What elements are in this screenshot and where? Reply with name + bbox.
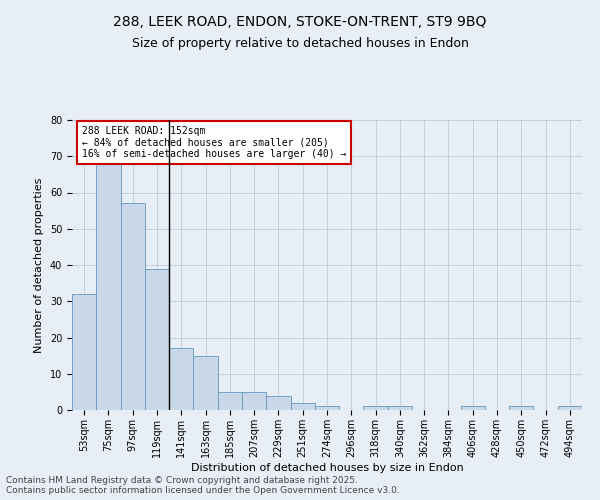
Bar xyxy=(193,356,218,410)
Bar xyxy=(509,406,533,410)
Bar xyxy=(72,294,96,410)
Bar xyxy=(218,392,242,410)
Bar xyxy=(121,204,145,410)
Bar xyxy=(461,406,485,410)
Bar xyxy=(315,406,339,410)
Y-axis label: Number of detached properties: Number of detached properties xyxy=(34,178,44,352)
Bar xyxy=(242,392,266,410)
Text: Contains HM Land Registry data © Crown copyright and database right 2025.: Contains HM Land Registry data © Crown c… xyxy=(6,476,358,485)
Bar xyxy=(388,406,412,410)
Bar xyxy=(145,268,169,410)
Text: Size of property relative to detached houses in Endon: Size of property relative to detached ho… xyxy=(131,38,469,51)
Text: Contains public sector information licensed under the Open Government Licence v3: Contains public sector information licen… xyxy=(6,486,400,495)
Text: 288, LEEK ROAD, ENDON, STOKE-ON-TRENT, ST9 9BQ: 288, LEEK ROAD, ENDON, STOKE-ON-TRENT, S… xyxy=(113,15,487,29)
X-axis label: Distribution of detached houses by size in Endon: Distribution of detached houses by size … xyxy=(191,462,463,472)
Text: 288 LEEK ROAD: 152sqm
← 84% of detached houses are smaller (205)
16% of semi-det: 288 LEEK ROAD: 152sqm ← 84% of detached … xyxy=(82,126,347,159)
Bar xyxy=(169,348,193,410)
Bar xyxy=(558,406,582,410)
Bar xyxy=(96,164,121,410)
Bar xyxy=(266,396,290,410)
Bar xyxy=(364,406,388,410)
Bar xyxy=(290,403,315,410)
